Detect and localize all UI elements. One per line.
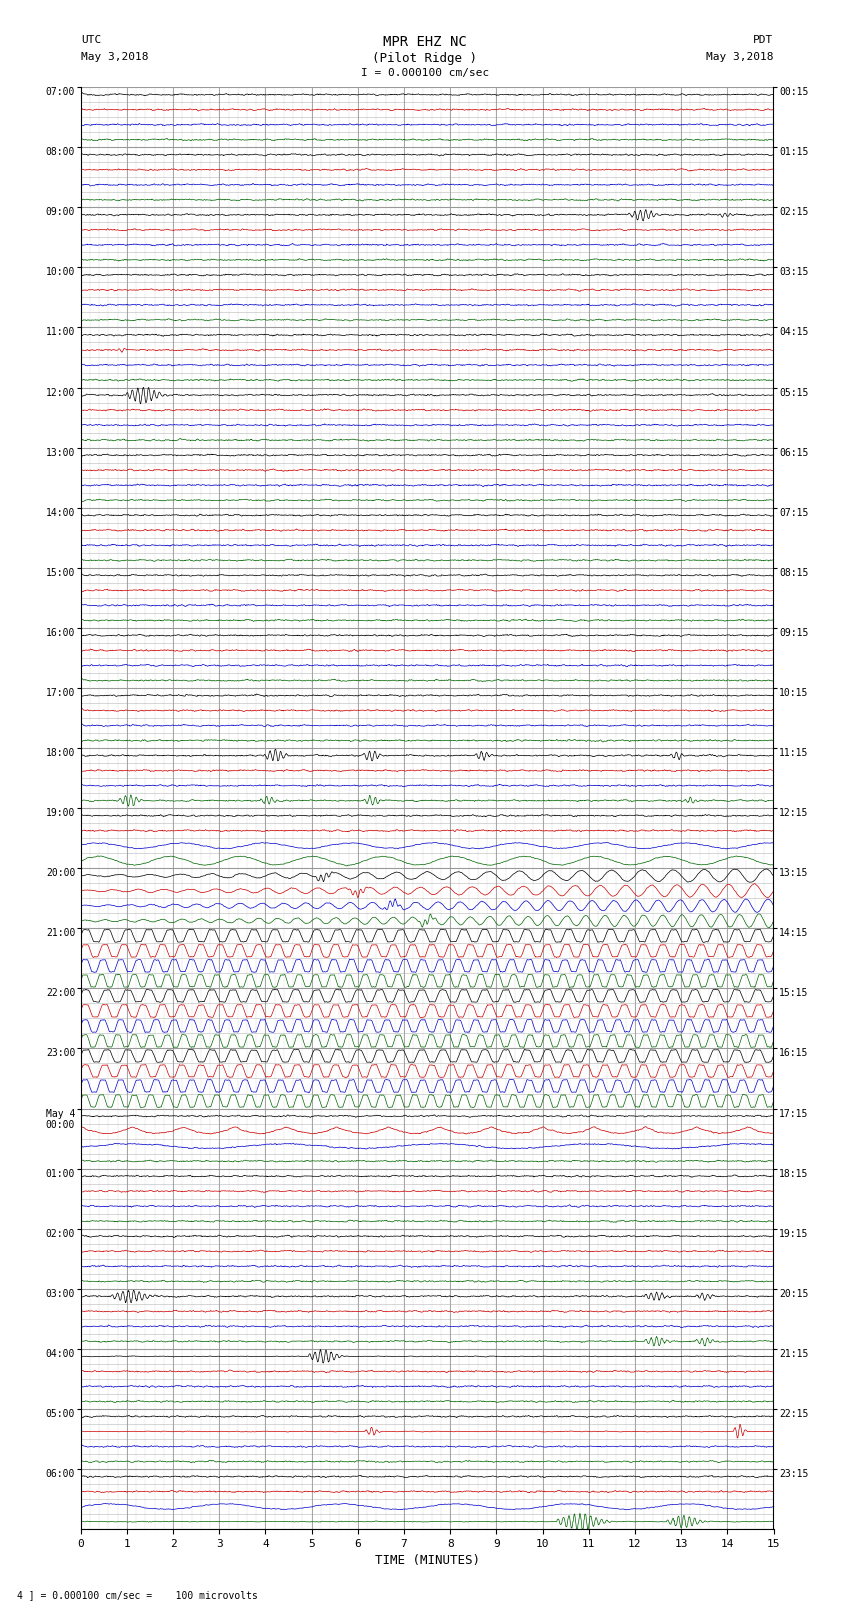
Text: UTC: UTC — [81, 35, 101, 45]
Text: MPR EHZ NC: MPR EHZ NC — [383, 35, 467, 50]
Text: May 3,2018: May 3,2018 — [81, 52, 148, 61]
Text: I = 0.000100 cm/sec: I = 0.000100 cm/sec — [361, 68, 489, 77]
X-axis label: TIME (MINUTES): TIME (MINUTES) — [375, 1555, 479, 1568]
Text: (Pilot Ridge ): (Pilot Ridge ) — [372, 52, 478, 65]
Text: May 3,2018: May 3,2018 — [706, 52, 774, 61]
Text: PDT: PDT — [753, 35, 774, 45]
Text: 4 ] = 0.000100 cm/sec =    100 microvolts: 4 ] = 0.000100 cm/sec = 100 microvolts — [17, 1590, 258, 1600]
